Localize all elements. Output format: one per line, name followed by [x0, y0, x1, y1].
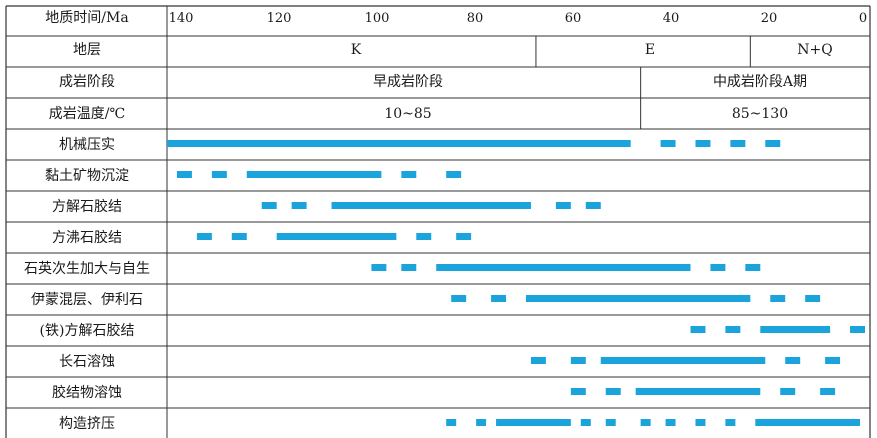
process-bar-segment [770, 295, 786, 302]
process-bar-segment [725, 419, 736, 426]
process-label: 方沸石胶结 [52, 229, 122, 246]
process-bar-segment [491, 295, 507, 302]
time-axis-ticks: 140 120 100 80 60 40 20 0 [169, 11, 868, 26]
process-bar-segment [780, 388, 796, 395]
temperature-middle: 85~130 [732, 106, 788, 122]
process-bar-segment [605, 419, 616, 426]
time-tick: 60 [565, 11, 582, 26]
process-bar-segment [371, 264, 387, 271]
process-bar-segment [600, 357, 766, 364]
process-bar-segment [496, 419, 571, 426]
process-label: 长石溶蚀 [59, 354, 115, 370]
process-bar-segment [760, 326, 831, 333]
process-bar-segment [850, 326, 865, 333]
table-grid [5, 5, 871, 438]
process-bar-segment [580, 419, 591, 426]
process-bar-segment [176, 171, 192, 178]
time-tick: 100 [365, 11, 390, 26]
time-tick: 120 [267, 11, 292, 26]
process-bar-segment [401, 171, 417, 178]
process-bar-segment [745, 264, 761, 271]
temperature-early: 10~85 [384, 106, 431, 122]
process-bar-segment [605, 388, 621, 395]
process-bar-segment [825, 357, 841, 364]
process-bar-segment [710, 264, 726, 271]
process-bar-segment [640, 419, 651, 426]
process-bar-segment [211, 171, 227, 178]
time-tick: 80 [467, 11, 484, 26]
time-axis-label: 地质时间/Ma [45, 10, 128, 26]
strata-label: 地层 [73, 42, 101, 58]
process-bar-segment [446, 171, 462, 178]
process-bar-segment [820, 388, 836, 395]
strata-nq: N+Q [797, 42, 832, 58]
process-bar-segment [730, 140, 746, 147]
process-bar-segment [525, 295, 751, 302]
process-bar-segment [291, 202, 307, 209]
process-bar-segment [585, 202, 601, 209]
process-bar-segment [416, 233, 432, 240]
process-bar-segment [231, 233, 247, 240]
process-label: 构造挤压 [59, 416, 115, 432]
process-bar-segment [555, 202, 571, 209]
temperature-label: 成岩温度/℃ [49, 106, 125, 122]
process-bar-segment [456, 233, 472, 240]
process-label: 黏土矿物沉淀 [45, 168, 129, 184]
process-bar-segment [436, 264, 691, 271]
process-bar-segment [570, 357, 586, 364]
process-bar-segment [451, 295, 467, 302]
process-label: 伊蒙混层、伊利石 [31, 292, 143, 308]
process-bar-segment [261, 202, 277, 209]
time-tick: 40 [663, 11, 680, 26]
process-bars [167, 140, 865, 426]
process-bar-segment [570, 388, 586, 395]
stage-early: 早成岩阶段 [373, 74, 443, 90]
stage-middle-a: 中成岩阶段A期 [713, 74, 807, 90]
process-bar-segment [530, 357, 546, 364]
process-bar-segment [805, 295, 821, 302]
process-labels: 机械压实 黏土矿物沉淀 方解石胶结 方沸石胶结 石英次生加大与自生 伊蒙混层、伊… [24, 137, 150, 432]
stage-label: 成岩阶段 [59, 74, 115, 90]
process-bar-segment [660, 140, 676, 147]
process-bar-segment [665, 419, 676, 426]
process-bar-segment [635, 388, 761, 395]
process-bar-segment [690, 326, 706, 333]
time-tick: 0 [859, 11, 867, 26]
process-bar-segment [331, 202, 531, 209]
strata-e: E [645, 42, 655, 58]
process-label: 机械压实 [59, 137, 115, 153]
process-bar-segment [765, 140, 781, 147]
process-bar-segment [246, 171, 382, 178]
process-bar-segment [401, 264, 417, 271]
process-bar-segment [695, 419, 706, 426]
process-bar-segment [167, 140, 631, 147]
time-tick: 20 [761, 11, 778, 26]
process-bar-segment [446, 419, 457, 426]
process-bar-segment [755, 419, 861, 426]
process-bar-segment [695, 140, 711, 147]
process-bar-segment [196, 233, 212, 240]
process-label: (铁)方解石胶结 [40, 322, 135, 339]
process-label: 方解石胶结 [52, 198, 122, 215]
process-bar-segment [276, 233, 397, 240]
strata-k: K [351, 42, 362, 58]
process-bar-segment [785, 357, 801, 364]
process-bar-segment [725, 326, 741, 333]
process-label: 石英次生加大与自生 [24, 260, 150, 277]
time-tick: 140 [169, 11, 194, 26]
process-label: 胶结物溶蚀 [52, 384, 122, 401]
process-bar-segment [476, 419, 487, 426]
